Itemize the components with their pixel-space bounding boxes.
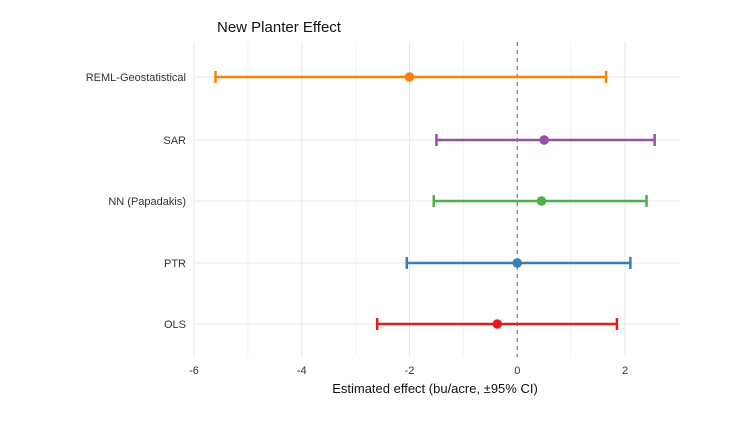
- x-axis-labels: -6 -4 -2 0 2: [189, 365, 628, 377]
- x-tick-label: -4: [297, 365, 307, 377]
- y-tick-label: PTR: [164, 258, 186, 270]
- estimate-point: [512, 258, 523, 268]
- estimate-point: [404, 72, 415, 82]
- x-tick-label: -2: [405, 365, 415, 377]
- x-axis-title: Estimated effect (bu/acre, ±95% CI): [332, 381, 538, 396]
- x-tick-label: -6: [189, 365, 199, 377]
- plot-marks: [214, 71, 656, 330]
- estimate-point: [492, 319, 503, 329]
- y-axis-labels: REML-Geostatistical SAR NN (Papadakis) PTR O…: [86, 72, 186, 331]
- x-tick-label: 0: [514, 365, 520, 377]
- grid: [193, 42, 680, 357]
- y-tick-label: OLS: [164, 319, 186, 331]
- chart-title: New Planter Effect: [217, 19, 342, 36]
- estimate-point: [536, 196, 547, 206]
- y-tick-label: NN (Papadakis): [108, 196, 186, 208]
- y-tick-label: SAR: [163, 135, 186, 147]
- y-tick-label: REML-Geostatistical: [86, 72, 186, 84]
- estimate-point: [539, 135, 549, 145]
- x-tick-label: 2: [622, 365, 628, 377]
